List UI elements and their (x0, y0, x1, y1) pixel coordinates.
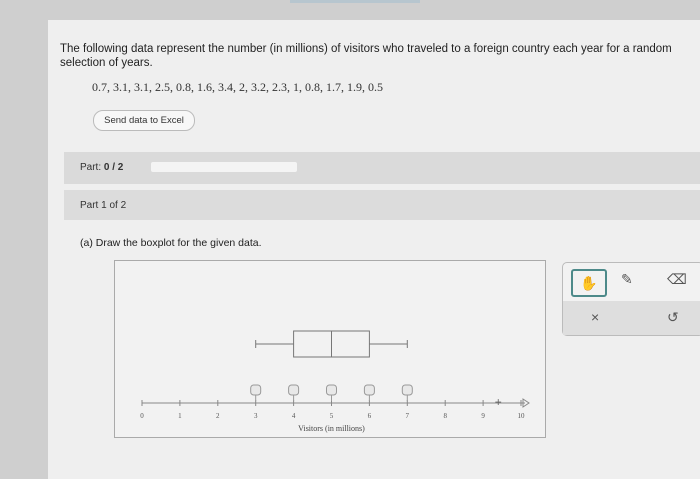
eraser-icon[interactable]: ⌫ (667, 271, 687, 287)
boxplot-svg[interactable]: 0 1 2 3 4 5 6 7 8 9 10 Visitors (in millions) + (115, 261, 545, 437)
part-a-prompt: (a) Draw the boxplot for the given data. (80, 237, 262, 249)
cursor-crosshair: + (495, 395, 502, 409)
part-header: Part 1 of 2 (64, 190, 700, 220)
x-tick-label: 8 (443, 412, 447, 420)
x-tick-label: 3 (254, 412, 258, 420)
axis-arrow (522, 398, 530, 408)
drag-handle-min[interactable] (250, 384, 262, 396)
drag-handle-q3[interactable] (363, 384, 375, 396)
drag-handle-max[interactable] (401, 384, 413, 396)
hand-icon[interactable]: ✋ (571, 269, 607, 297)
x-tick-label: 1 (178, 412, 182, 420)
x-tick-label: 6 (368, 412, 372, 420)
part-label: Part: (80, 162, 102, 173)
toolbox: ✋ ✎ ⌫ × ↺ (562, 262, 700, 336)
x-tick-label: 10 (518, 412, 526, 420)
top-bar (290, 0, 420, 3)
x-tick-label: 4 (292, 412, 296, 420)
pencil-icon[interactable]: ✎ (621, 271, 633, 287)
part-value: 0 / 2 (103, 162, 124, 173)
send-to-excel-button[interactable]: Send data to Excel (93, 110, 195, 131)
progress-bar (151, 162, 297, 172)
part-progress: Part: 0 / 2 (64, 152, 700, 184)
drag-handle-median[interactable] (326, 384, 337, 396)
x-tick-label: 5 (330, 412, 334, 420)
question-text: The following data represent the number … (60, 43, 672, 69)
x-axis-label: Visitors (in millions) (298, 424, 365, 433)
x-tick-label: 9 (481, 412, 485, 420)
x-tick-label: 2 (216, 412, 220, 420)
x-tick-label: 0 (140, 412, 144, 420)
undo-icon[interactable]: ↺ (667, 309, 679, 325)
data-values: 0.7, 3.1, 3.1, 2.5, 0.8, 1.6, 3.4, 2, 3.… (92, 80, 383, 94)
boxplot-canvas[interactable]: 0 1 2 3 4 5 6 7 8 9 10 Visitors (in millions) + (114, 260, 546, 438)
x-tick-label: 7 (406, 412, 410, 420)
drag-handle-q1[interactable] (288, 384, 300, 396)
clear-icon[interactable]: × (591, 309, 600, 325)
